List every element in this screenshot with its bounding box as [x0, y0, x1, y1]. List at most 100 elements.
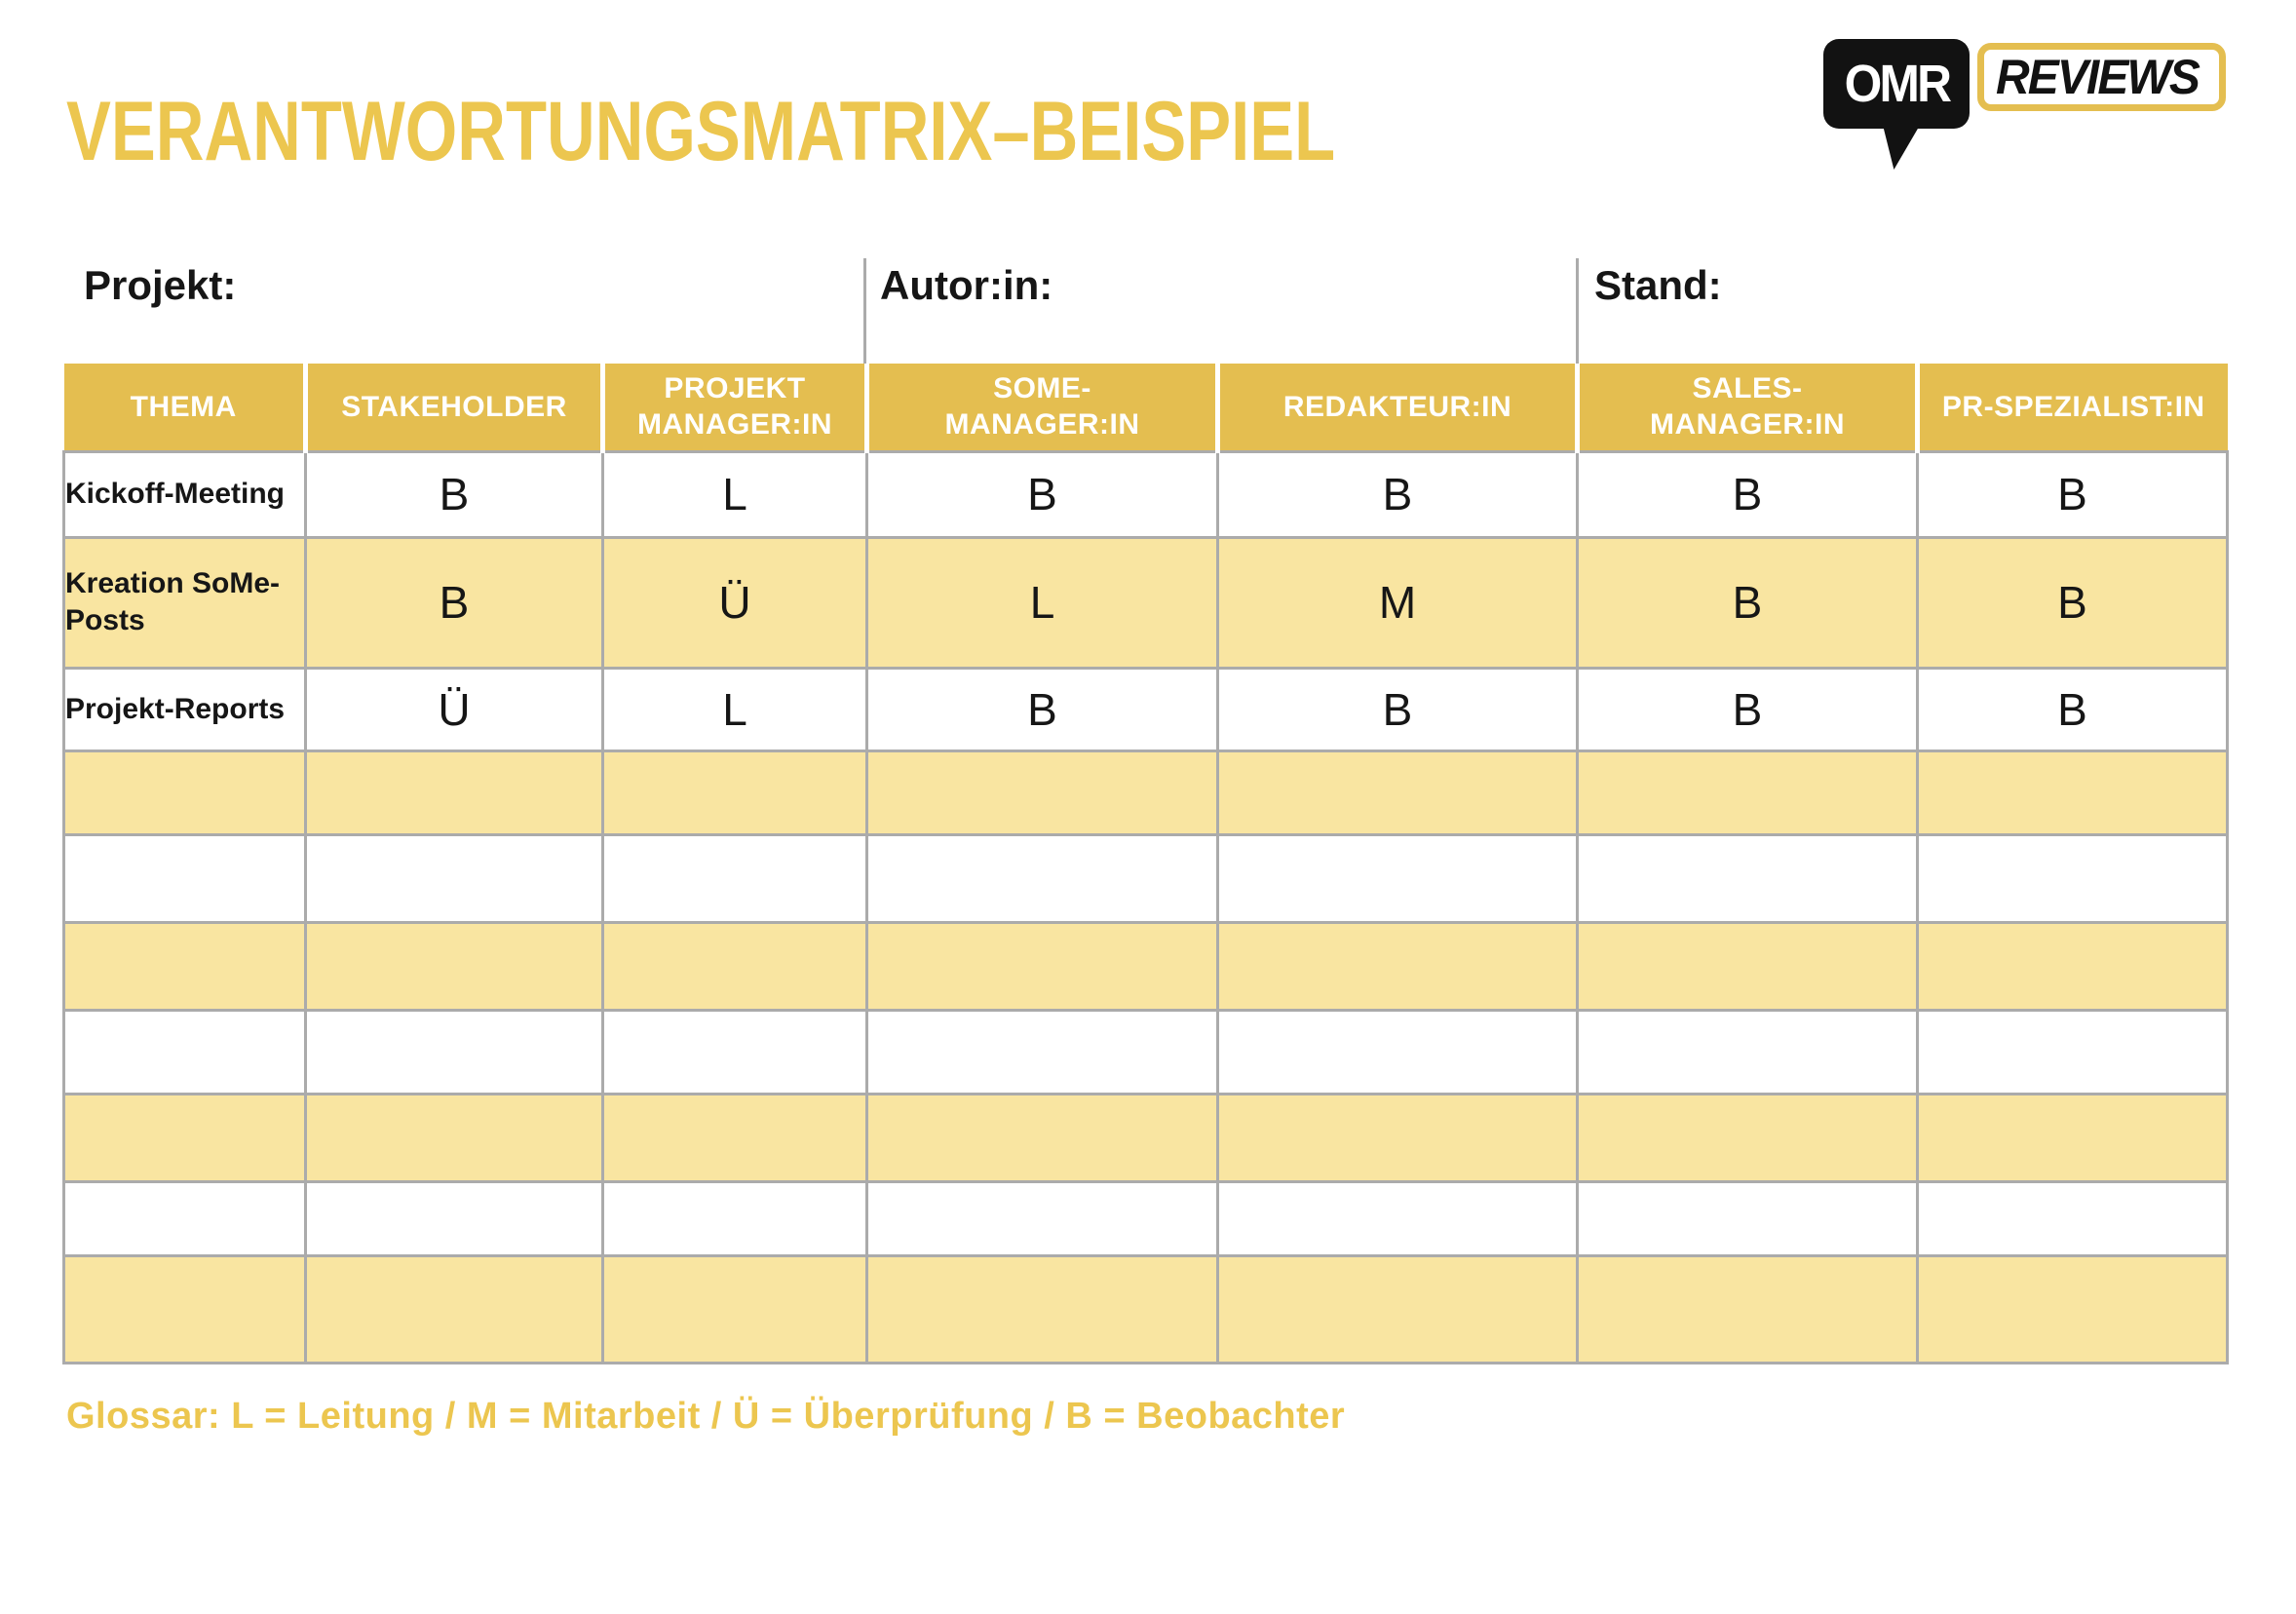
empty-cell — [865, 1179, 1219, 1257]
empty-cell — [304, 1092, 604, 1183]
matrix-cell: B — [1916, 535, 2229, 670]
matrix-cell: L — [865, 535, 1219, 670]
empty-cell — [1576, 920, 1919, 1012]
empty-cell — [1216, 1179, 1579, 1257]
row-label: Projekt-Reports — [62, 666, 307, 752]
empty-row — [62, 1008, 2229, 1095]
empty-cell — [304, 1179, 604, 1257]
empty-cell — [62, 749, 307, 836]
empty-cell — [601, 832, 868, 924]
glossary-text: Glossar: L = Leitung / M = Mitarbeit / Ü… — [66, 1396, 1346, 1437]
empty-cell — [1216, 920, 1579, 1012]
responsibility-matrix-table: THEMA STAKEHOLDER PROJEKT MANAGER:IN SOME- … — [62, 364, 2229, 1364]
empty-cell — [865, 1092, 1219, 1183]
empty-cell — [62, 1092, 307, 1183]
empty-cell — [1216, 749, 1579, 836]
empty-cell — [304, 1008, 604, 1095]
reviews-logo-box: REVIEWS — [1977, 43, 2226, 111]
empty-cell — [1916, 1179, 2229, 1257]
empty-row — [62, 1253, 2229, 1364]
empty-cell — [304, 832, 604, 924]
empty-cell — [1916, 832, 2229, 924]
matrix-cell: L — [601, 449, 868, 539]
empty-cell — [1576, 1008, 1919, 1095]
empty-cell — [62, 1179, 307, 1257]
column-header-sales: SALES- MANAGER:IN — [1575, 364, 1918, 453]
empty-cell — [865, 749, 1219, 836]
empty-cell — [62, 1008, 307, 1095]
matrix-cell: L — [601, 666, 868, 752]
column-header-redakteur: REDAKTEUR:IN — [1215, 364, 1578, 453]
omr-logo-bubble-icon: OMR — [1823, 39, 1971, 170]
empty-row — [62, 1092, 2229, 1183]
empty-cell — [1916, 749, 2229, 836]
matrix-data-row: Kreation SoMe-Posts B Ü L M B B — [62, 535, 2229, 670]
matrix-header-row: THEMA STAKEHOLDER PROJEKT MANAGER:IN SOME- … — [63, 364, 2228, 453]
column-header-stakeholder: STAKEHOLDER — [303, 364, 603, 453]
date-label: Stand: — [1594, 262, 1722, 308]
empty-row — [62, 832, 2229, 924]
row-label: Kickoff-Meeting — [62, 449, 307, 539]
matrix-data-row: Projekt-Reports Ü L B B B B — [62, 666, 2229, 752]
empty-cell — [1576, 1253, 1919, 1364]
matrix-cell: B — [1216, 449, 1579, 539]
empty-cell — [865, 920, 1219, 1012]
page-title: VERANTWORTUNGSMATRIX–BEISPIEL — [66, 85, 1336, 178]
empty-row — [62, 1179, 2229, 1257]
empty-row — [62, 749, 2229, 836]
empty-cell — [601, 920, 868, 1012]
empty-cell — [1216, 1008, 1579, 1095]
matrix-cell: B — [1916, 666, 2229, 752]
empty-cell — [865, 832, 1219, 924]
empty-cell — [1216, 1253, 1579, 1364]
author-field: Autor:in: — [863, 258, 1576, 364]
matrix-cell: B — [1576, 535, 1919, 670]
empty-cell — [601, 1008, 868, 1095]
empty-cell — [601, 1179, 868, 1257]
matrix-cell: B — [1916, 449, 2229, 539]
empty-cell — [1216, 832, 1579, 924]
empty-cell — [865, 1253, 1219, 1364]
empty-cell — [865, 1008, 1219, 1095]
matrix-cell: Ü — [304, 666, 604, 752]
column-header-pr: PR-SPEZIALIST:IN — [1915, 364, 2228, 453]
empty-cell — [1916, 920, 2229, 1012]
author-label: Autor:in: — [880, 262, 1053, 308]
column-header-projekt: PROJEKT MANAGER:IN — [600, 364, 867, 453]
matrix-cell: B — [304, 535, 604, 670]
matrix-cell: Ü — [601, 535, 868, 670]
empty-cell — [1916, 1253, 2229, 1364]
matrix-cell: B — [1576, 666, 1919, 752]
project-label: Projekt: — [84, 262, 237, 308]
empty-cell — [1216, 1092, 1579, 1183]
matrix-cell: B — [865, 449, 1219, 539]
empty-cell — [1916, 1092, 2229, 1183]
reviews-logo-text: REVIEWS — [1996, 50, 2200, 104]
project-field: Projekt: — [62, 258, 863, 364]
empty-cell — [601, 749, 868, 836]
empty-cell — [304, 749, 604, 836]
empty-cell — [601, 1253, 868, 1364]
empty-cell — [304, 1253, 604, 1364]
omr-logo-text: OMR — [1844, 55, 1952, 113]
empty-cell — [62, 832, 307, 924]
empty-cell — [62, 920, 307, 1012]
empty-cell — [1576, 749, 1919, 836]
empty-cell — [1576, 832, 1919, 924]
matrix-cell: M — [1216, 535, 1579, 670]
matrix-cell: B — [1576, 449, 1919, 539]
matrix-cell: B — [1216, 666, 1579, 752]
empty-cell — [601, 1092, 868, 1183]
date-field: Stand: — [1576, 258, 2226, 364]
empty-cell — [1916, 1008, 2229, 1095]
matrix-cell: B — [865, 666, 1219, 752]
omr-reviews-logo: OMR REVIEWS — [1823, 39, 2226, 170]
empty-cell — [62, 1253, 307, 1364]
empty-cell — [1576, 1092, 1919, 1183]
speech-bubble-tail-icon — [1882, 123, 1922, 170]
empty-cell — [1576, 1179, 1919, 1257]
row-label: Kreation SoMe-Posts — [62, 535, 307, 670]
matrix-cell: B — [304, 449, 604, 539]
column-header-thema: THEMA — [63, 364, 306, 453]
